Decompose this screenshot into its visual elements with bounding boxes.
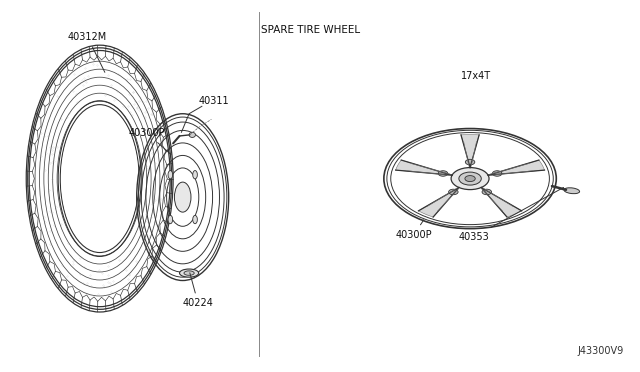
Ellipse shape	[175, 182, 191, 212]
Ellipse shape	[61, 106, 138, 251]
Polygon shape	[396, 160, 452, 175]
Circle shape	[465, 176, 476, 182]
Text: 40311: 40311	[198, 96, 229, 106]
Circle shape	[449, 189, 458, 195]
Ellipse shape	[189, 132, 195, 137]
Text: 17x4T: 17x4T	[461, 71, 491, 80]
Ellipse shape	[168, 170, 173, 179]
Ellipse shape	[179, 269, 198, 277]
Text: 40224: 40224	[182, 273, 214, 308]
Circle shape	[438, 171, 448, 176]
Circle shape	[465, 159, 475, 165]
Ellipse shape	[193, 170, 197, 179]
Text: 40300P: 40300P	[129, 128, 171, 154]
Text: 40353: 40353	[459, 187, 564, 242]
Circle shape	[451, 167, 489, 190]
Text: J43300V9: J43300V9	[577, 346, 623, 356]
Polygon shape	[419, 187, 459, 217]
Circle shape	[459, 172, 481, 185]
Circle shape	[492, 171, 502, 176]
Ellipse shape	[564, 188, 580, 194]
Polygon shape	[481, 187, 522, 217]
Circle shape	[482, 189, 492, 195]
Text: SPARE TIRE WHEEL: SPARE TIRE WHEEL	[261, 25, 360, 35]
Ellipse shape	[168, 215, 173, 224]
Ellipse shape	[193, 215, 197, 224]
Ellipse shape	[184, 271, 194, 275]
Polygon shape	[488, 160, 545, 175]
Text: 40300P: 40300P	[396, 220, 432, 240]
Text: 40312M: 40312M	[68, 32, 107, 72]
Polygon shape	[461, 135, 479, 167]
